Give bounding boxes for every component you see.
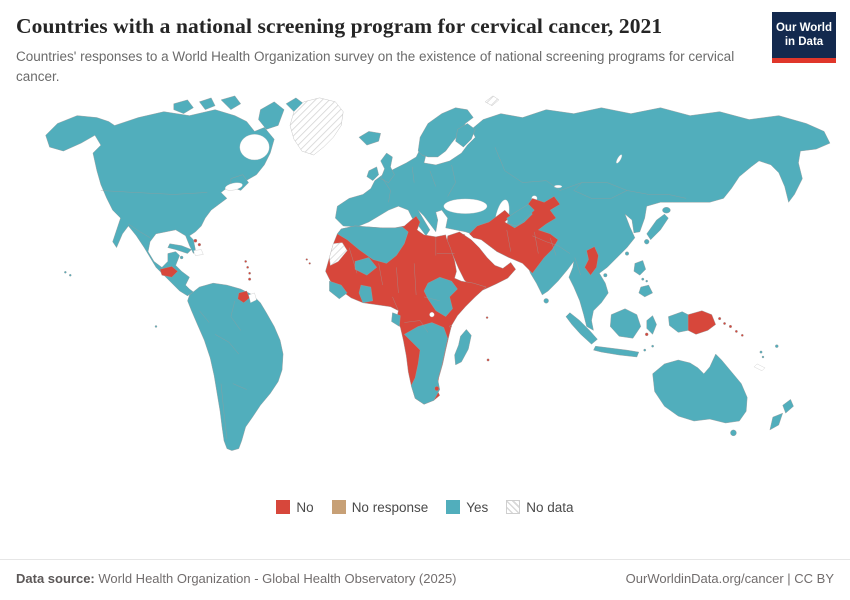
region-new-zealand[interactable] (769, 399, 794, 431)
region-madagascar[interactable] (454, 329, 472, 366)
region-hainan (603, 273, 608, 278)
owid-logo: Our World in Data (772, 12, 836, 63)
region-ireland[interactable] (366, 166, 379, 181)
hudson-bay (239, 134, 270, 161)
region-french-guiana[interactable] (248, 292, 257, 304)
region-eswatini[interactable] (434, 386, 440, 392)
region-iceland[interactable] (358, 131, 381, 146)
us-canada-border (100, 190, 208, 195)
africa-island-dots[interactable] (305, 258, 490, 362)
legend-swatch-yes (446, 500, 461, 515)
region-north-america[interactable] (45, 109, 275, 297)
region-south-america[interactable] (187, 283, 284, 451)
region-solomon-islands[interactable] (718, 317, 744, 337)
us-mexico-border (128, 223, 151, 239)
region-turkmenistan[interactable] (506, 204, 535, 227)
asia-island-dots[interactable] (543, 251, 629, 304)
region-pacific-islands-us[interactable] (64, 271, 158, 328)
region-west-papua[interactable] (668, 311, 689, 333)
chart-footer: Data source: World Health Organization -… (0, 559, 850, 600)
region-timor-leste (645, 332, 649, 337)
south-america-borders (199, 300, 247, 439)
region-australia[interactable] (652, 353, 748, 424)
region-tasmania[interactable] (730, 429, 737, 437)
data-source: Data source: World Health Organization -… (16, 571, 457, 586)
owid-credit[interactable]: OurWorldinData.org/cancer | CC BY (625, 571, 834, 586)
region-laos[interactable] (584, 246, 599, 276)
region-morocco-algeria[interactable] (337, 225, 409, 264)
region-japan[interactable] (644, 207, 671, 245)
asia-borders (382, 147, 687, 276)
data-source-value: World Health Organization - Global Healt… (94, 571, 457, 586)
region-honduras[interactable] (159, 266, 178, 278)
legend-swatch-no-data (506, 500, 521, 515)
legend-label-no-response: No response (351, 499, 429, 515)
region-sri-lanka (543, 298, 549, 304)
pacific-island-dots[interactable] (753, 344, 779, 372)
legend-label-no-data: No data (526, 499, 574, 515)
chart-header: Countries with a national screening prog… (0, 0, 850, 86)
chart-subtitle: Countries' responses to a World Health O… (16, 49, 735, 84)
region-scandinavia[interactable] (417, 107, 474, 158)
legend-item-yes[interactable]: Yes (446, 500, 488, 515)
map-legend: No No response Yes No data (0, 494, 850, 520)
region-taiwan (625, 251, 629, 256)
lake-victoria (429, 312, 435, 318)
region-burkina-faso[interactable] (354, 257, 377, 276)
legend-item-no[interactable]: No (276, 499, 314, 515)
logo-line2: in Data (784, 36, 824, 48)
region-united-kingdom[interactable] (380, 152, 395, 183)
legend-label-no: No (296, 499, 314, 515)
region-cuba[interactable] (167, 243, 192, 254)
middle-east-borders (506, 229, 557, 256)
region-caribbean-islands[interactable] (179, 239, 252, 281)
region-hispaniola (193, 249, 204, 256)
data-source-label: Data source: (16, 571, 95, 586)
region-suriname[interactable] (237, 290, 250, 304)
africa-borders (348, 236, 455, 333)
world-map[interactable] (0, 88, 850, 492)
legend-item-no-response[interactable]: No response (331, 499, 429, 515)
page-title: Countries with a national screening prog… (16, 14, 663, 38)
black-sea (443, 198, 488, 214)
region-svalbard[interactable] (484, 95, 500, 107)
region-arabian-peninsula[interactable] (446, 231, 516, 291)
logo-line1: Our World (775, 21, 832, 34)
region-fiji (775, 344, 779, 348)
lake-baikal (616, 154, 623, 164)
region-canadian-arctic-islands[interactable] (173, 95, 304, 130)
legend-swatch-no (276, 500, 291, 515)
region-greenland[interactable] (289, 97, 344, 156)
region-western-sahara[interactable] (329, 242, 348, 266)
region-finland[interactable] (455, 123, 476, 148)
legend-swatch-no-response (331, 500, 346, 515)
region-papua-new-guinea[interactable] (687, 310, 716, 335)
region-indonesia[interactable] (565, 308, 657, 358)
region-southern-africa[interactable] (404, 322, 448, 405)
region-philippines[interactable] (633, 260, 653, 298)
region-vanuatu (759, 350, 763, 354)
lake-balkhash (553, 185, 563, 189)
great-lakes (224, 182, 243, 191)
region-gabon[interactable] (391, 312, 401, 327)
region-guinea-sierra-leone[interactable] (329, 281, 348, 300)
legend-label-yes: Yes (466, 499, 489, 515)
legend-item-no-data[interactable]: No data (506, 499, 574, 515)
region-ghana[interactable] (358, 285, 373, 304)
region-new-caledonia (753, 363, 766, 372)
region-ethiopia-kenya[interactable] (423, 277, 458, 317)
